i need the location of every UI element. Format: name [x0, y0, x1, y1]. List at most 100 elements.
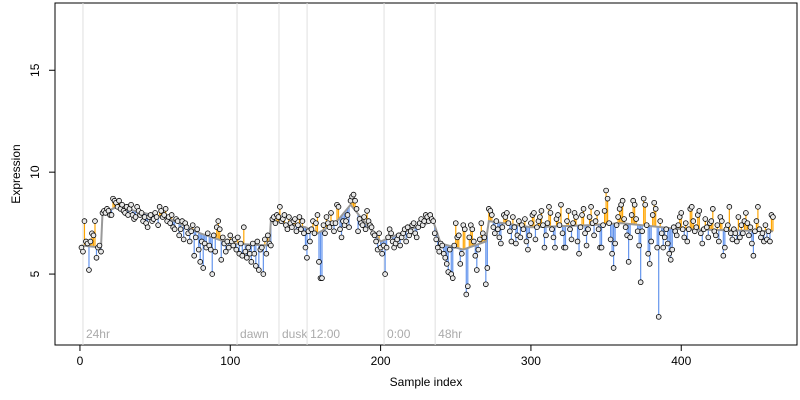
- point: [660, 244, 667, 251]
- point: [558, 201, 564, 208]
- point: [186, 238, 193, 245]
- point: [585, 226, 591, 233]
- point: [621, 216, 627, 222]
- annotation-label: 48hr: [438, 327, 462, 341]
- point: [651, 199, 657, 206]
- point: [461, 226, 468, 233]
- point: [371, 232, 378, 239]
- point: [565, 208, 572, 214]
- point: [708, 218, 715, 224]
- point: [719, 218, 725, 224]
- point: [224, 238, 231, 245]
- point: [108, 212, 115, 218]
- point: [619, 197, 626, 204]
- point: [343, 218, 349, 224]
- point: [738, 222, 745, 228]
- point: [250, 240, 256, 247]
- point: [675, 222, 682, 228]
- point: [725, 222, 731, 228]
- point: [319, 275, 325, 281]
- annotation-label: 24hr: [86, 327, 110, 341]
- point: [322, 230, 328, 237]
- plot-box: [54, 2, 798, 346]
- point: [245, 244, 252, 251]
- point: [762, 222, 769, 228]
- point: [162, 206, 169, 212]
- point: [248, 259, 255, 265]
- point: [576, 250, 582, 257]
- point: [147, 212, 154, 218]
- point: [652, 206, 659, 212]
- point: [219, 234, 226, 241]
- point: [259, 244, 265, 251]
- point: [263, 250, 270, 257]
- point: [225, 244, 232, 251]
- point: [716, 238, 722, 245]
- point: [469, 226, 476, 233]
- point: [326, 224, 333, 230]
- point: [559, 230, 566, 237]
- point: [603, 187, 609, 194]
- point: [753, 218, 760, 224]
- point: [281, 212, 288, 218]
- point: [654, 244, 660, 251]
- point: [337, 226, 343, 233]
- point: [726, 204, 733, 210]
- point: [189, 222, 196, 228]
- point: [510, 214, 516, 220]
- point: [197, 259, 204, 265]
- point: [138, 210, 145, 216]
- annotation-label: 0:00: [387, 327, 411, 341]
- point: [407, 228, 414, 235]
- point: [344, 212, 351, 218]
- point: [591, 232, 597, 239]
- point: [382, 271, 388, 277]
- point: [498, 240, 504, 247]
- point: [582, 230, 588, 237]
- point: [218, 257, 225, 263]
- y-tick-label: 5: [28, 270, 42, 277]
- point: [555, 212, 561, 218]
- point: [93, 254, 100, 261]
- point: [643, 222, 650, 228]
- point: [158, 208, 164, 214]
- point: [446, 246, 453, 253]
- point: [350, 191, 357, 198]
- point: [442, 254, 449, 261]
- point: [92, 218, 98, 224]
- point: [722, 244, 728, 251]
- point: [167, 220, 173, 226]
- point: [657, 218, 664, 224]
- point: [648, 238, 654, 245]
- point: [376, 230, 382, 237]
- point: [323, 214, 330, 220]
- point: [328, 210, 334, 216]
- point: [191, 252, 198, 259]
- point: [141, 214, 148, 220]
- point: [541, 244, 548, 251]
- point: [256, 267, 262, 273]
- point: [410, 220, 417, 226]
- point: [368, 224, 375, 230]
- point: [253, 263, 259, 269]
- point: [496, 234, 503, 241]
- point: [313, 220, 319, 226]
- point: [168, 212, 175, 218]
- point: [699, 240, 706, 247]
- point: [633, 216, 639, 222]
- point: [457, 261, 464, 267]
- point: [756, 226, 763, 233]
- point: [765, 228, 772, 235]
- point: [609, 250, 615, 257]
- point: [746, 232, 752, 239]
- point: [523, 238, 530, 245]
- point: [564, 218, 570, 224]
- point: [116, 197, 122, 204]
- point: [658, 230, 665, 237]
- point: [464, 283, 471, 290]
- point: [192, 234, 199, 241]
- point: [439, 242, 446, 249]
- point: [767, 238, 773, 245]
- point: [177, 226, 184, 233]
